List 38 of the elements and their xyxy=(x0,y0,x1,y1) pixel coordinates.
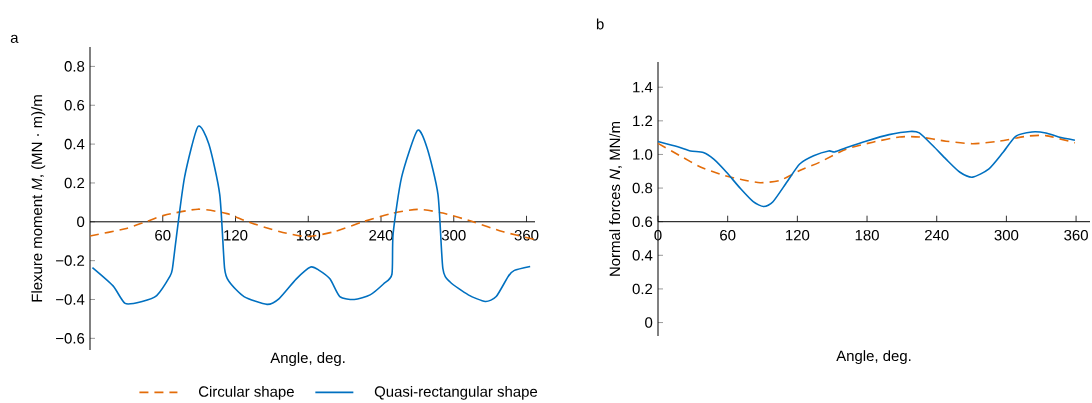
x-tick-label: 180 xyxy=(855,229,879,241)
x-axis-title: Angle, deg. xyxy=(836,350,911,365)
legend-label: Circular shape xyxy=(198,385,294,400)
x-tick-label: 360 xyxy=(514,230,539,241)
y-tick-label: 1.4 xyxy=(633,82,653,93)
y-tick-label: 0.8 xyxy=(632,182,653,194)
y-tick-label: −0.2 xyxy=(56,255,85,266)
x-tick-label: 120 xyxy=(786,229,810,241)
x-tick-label: 180 xyxy=(296,230,321,241)
x-tick-label: 120 xyxy=(224,230,248,241)
x-tick-label: 300 xyxy=(441,230,466,241)
x-tick-label: 240 xyxy=(925,229,949,241)
y-axis-title: Flexure moment M, (MN · m)/m xyxy=(31,95,46,302)
y-tick-label: 0.2 xyxy=(64,177,85,189)
y-tick-label: −0.6 xyxy=(56,333,85,344)
legend-label: Quasi-rectangular shape xyxy=(374,385,538,400)
y-tick-label: −0.4 xyxy=(56,294,85,305)
y-tick-label: 0.2 xyxy=(632,283,653,295)
x-tick-label: 300 xyxy=(994,229,1019,241)
y-tick-label: 1.2 xyxy=(633,115,653,127)
y-tick-label: 0.6 xyxy=(64,100,85,111)
x-tick-label: 60 xyxy=(155,230,171,241)
x-tick-label: 360 xyxy=(1064,229,1088,241)
chart-title: b xyxy=(596,18,604,30)
y-tick-label: 0.8 xyxy=(64,61,85,72)
y-tick-label: 0.4 xyxy=(632,250,653,261)
x-tick-label: 60 xyxy=(720,229,736,241)
line-series xyxy=(657,130,1076,208)
x-tick-label: 0 xyxy=(654,229,662,241)
y-tick-label: 0 xyxy=(645,317,653,328)
y-axis-title: Normal forces N, MN/m xyxy=(609,121,622,276)
chart-title: a xyxy=(10,34,19,44)
x-axis-title: Angle, deg. xyxy=(270,352,345,367)
y-tick-label: 0.6 xyxy=(632,216,653,228)
y-tick-label: 0.4 xyxy=(64,138,85,150)
y-tick-label: 1.0 xyxy=(633,149,653,160)
line-series xyxy=(657,134,1076,184)
y-tick-label: 0 xyxy=(77,216,85,228)
